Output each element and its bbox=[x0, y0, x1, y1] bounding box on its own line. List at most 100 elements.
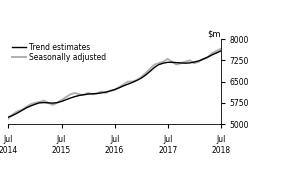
Trend estimates bbox=[86, 93, 90, 95]
Seasonally adjusted bbox=[64, 96, 68, 98]
Seasonally adjusted bbox=[82, 94, 85, 96]
Seasonally adjusted bbox=[179, 62, 183, 64]
Seasonally adjusted bbox=[192, 62, 196, 64]
Seasonally adjusted bbox=[131, 81, 134, 83]
Seasonally adjusted bbox=[117, 86, 121, 88]
Seasonally adjusted bbox=[60, 99, 63, 101]
Trend estimates bbox=[166, 61, 169, 63]
Trend estimates bbox=[29, 105, 32, 107]
Trend estimates bbox=[162, 62, 165, 64]
Trend estimates bbox=[38, 102, 41, 104]
Trend estimates bbox=[157, 64, 160, 66]
Text: 2015: 2015 bbox=[52, 146, 71, 155]
Trend estimates bbox=[51, 102, 54, 104]
Text: Jul: Jul bbox=[57, 135, 66, 144]
Seasonally adjusted bbox=[24, 106, 28, 108]
Seasonally adjusted bbox=[166, 58, 169, 60]
Trend estimates bbox=[206, 56, 209, 58]
Text: 2017: 2017 bbox=[158, 146, 177, 155]
Seasonally adjusted bbox=[135, 79, 138, 81]
Seasonally adjusted bbox=[162, 61, 165, 63]
Seasonally adjusted bbox=[188, 59, 192, 61]
Trend estimates bbox=[104, 91, 108, 93]
Text: $m: $m bbox=[207, 29, 221, 38]
Seasonally adjusted bbox=[153, 64, 156, 66]
Seasonally adjusted bbox=[55, 102, 59, 104]
Seasonally adjusted bbox=[184, 61, 187, 63]
Trend estimates bbox=[24, 107, 28, 109]
Trend estimates bbox=[201, 58, 205, 60]
Seasonally adjusted bbox=[33, 102, 37, 104]
Trend estimates bbox=[192, 61, 196, 63]
Trend estimates bbox=[42, 101, 46, 104]
Seasonally adjusted bbox=[16, 110, 19, 112]
Trend estimates bbox=[82, 94, 85, 96]
Seasonally adjusted bbox=[86, 92, 90, 94]
Seasonally adjusted bbox=[100, 90, 103, 92]
Seasonally adjusted bbox=[91, 93, 94, 95]
Seasonally adjusted bbox=[140, 76, 143, 78]
Seasonally adjusted bbox=[108, 90, 112, 92]
Seasonally adjusted bbox=[157, 62, 160, 64]
Seasonally adjusted bbox=[11, 113, 15, 115]
Trend estimates bbox=[64, 99, 68, 101]
Seasonally adjusted bbox=[175, 64, 178, 66]
Seasonally adjusted bbox=[144, 72, 147, 74]
Seasonally adjusted bbox=[210, 52, 214, 54]
Seasonally adjusted bbox=[197, 61, 200, 63]
Trend estimates bbox=[144, 74, 147, 76]
Trend estimates bbox=[47, 102, 50, 104]
Trend estimates bbox=[197, 60, 200, 62]
Seasonally adjusted bbox=[78, 93, 81, 95]
Trend estimates bbox=[148, 70, 152, 72]
Text: 2014: 2014 bbox=[0, 146, 18, 155]
Trend estimates bbox=[16, 112, 19, 114]
Seasonally adjusted bbox=[122, 83, 125, 86]
Text: 2016: 2016 bbox=[105, 146, 124, 155]
Trend estimates bbox=[175, 62, 178, 64]
Trend estimates bbox=[78, 95, 81, 97]
Text: Jul: Jul bbox=[163, 135, 172, 144]
Trend estimates bbox=[188, 62, 192, 64]
Seasonally adjusted bbox=[148, 68, 152, 70]
Trend estimates bbox=[117, 87, 121, 89]
Seasonally adjusted bbox=[69, 93, 72, 95]
Seasonally adjusted bbox=[47, 102, 50, 104]
Seasonally adjusted bbox=[126, 81, 130, 83]
Seasonally adjusted bbox=[51, 104, 54, 106]
Trend estimates bbox=[33, 103, 37, 105]
Seasonally adjusted bbox=[7, 117, 10, 120]
Trend estimates bbox=[20, 109, 23, 112]
Trend estimates bbox=[179, 62, 183, 64]
Trend estimates bbox=[153, 66, 156, 69]
Trend estimates bbox=[131, 81, 134, 83]
Trend estimates bbox=[55, 101, 59, 104]
Trend estimates bbox=[69, 97, 72, 99]
Seasonally adjusted bbox=[170, 61, 174, 63]
Trend estimates bbox=[91, 93, 94, 95]
Seasonally adjusted bbox=[95, 92, 98, 95]
Trend estimates bbox=[60, 100, 63, 103]
Trend estimates bbox=[7, 116, 10, 118]
Text: Jul: Jul bbox=[216, 135, 226, 144]
Line: Seasonally adjusted: Seasonally adjusted bbox=[8, 49, 221, 118]
Trend estimates bbox=[108, 90, 112, 92]
Seasonally adjusted bbox=[201, 58, 205, 60]
Trend estimates bbox=[73, 96, 76, 98]
Trend estimates bbox=[140, 77, 143, 79]
Seasonally adjusted bbox=[113, 89, 116, 91]
Seasonally adjusted bbox=[219, 48, 222, 50]
Seasonally adjusted bbox=[38, 101, 41, 103]
Seasonally adjusted bbox=[215, 50, 218, 52]
Text: Jul: Jul bbox=[110, 135, 119, 144]
Seasonally adjusted bbox=[73, 92, 76, 94]
Seasonally adjusted bbox=[20, 109, 23, 111]
Text: 2018: 2018 bbox=[211, 146, 230, 155]
Trend estimates bbox=[215, 52, 218, 54]
Trend estimates bbox=[122, 85, 125, 87]
Trend estimates bbox=[219, 50, 222, 52]
Trend estimates bbox=[126, 83, 130, 85]
Seasonally adjusted bbox=[42, 100, 46, 102]
Trend estimates bbox=[95, 92, 98, 95]
Trend estimates bbox=[113, 89, 116, 91]
